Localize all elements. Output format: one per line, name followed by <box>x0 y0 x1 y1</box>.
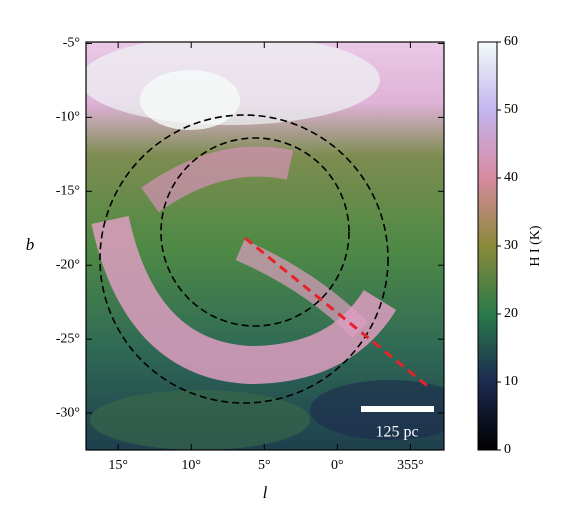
colorbar-tick-label: 20 <box>504 306 518 321</box>
x-tick-label: 5° <box>258 458 271 473</box>
colorbar-label: H I (K) <box>528 225 543 267</box>
y-tick-label: -10° <box>56 110 80 125</box>
y-tick-label: -5° <box>63 36 80 51</box>
y-tick-label: -30° <box>56 405 80 420</box>
y-axis-label: b <box>26 235 35 254</box>
x-tick-label: 15° <box>108 458 128 473</box>
x-tick-label: 0° <box>331 458 344 473</box>
plot-frame <box>85 41 445 451</box>
y-tick-label: -15° <box>56 184 80 199</box>
x-tick-label: 355° <box>397 458 424 473</box>
y-tick-label: -20° <box>56 257 80 272</box>
x-tick-label: 10° <box>181 458 201 473</box>
colorbar-tick-label: 30 <box>504 238 518 253</box>
colorbar-tick-label: 50 <box>504 102 518 117</box>
x-axis-label: l <box>263 483 268 502</box>
hi-map <box>86 42 444 450</box>
colorbar-tick-label: 10 <box>504 374 518 389</box>
colorbar <box>477 41 498 451</box>
scale-bar-label: 125 pc <box>375 424 418 441</box>
colorbar-tick-label: 60 <box>504 34 518 49</box>
y-tick-label: -25° <box>56 331 80 346</box>
colorbar-tick-label: 40 <box>504 170 518 185</box>
colorbar-tick-label: 0 <box>504 442 511 457</box>
